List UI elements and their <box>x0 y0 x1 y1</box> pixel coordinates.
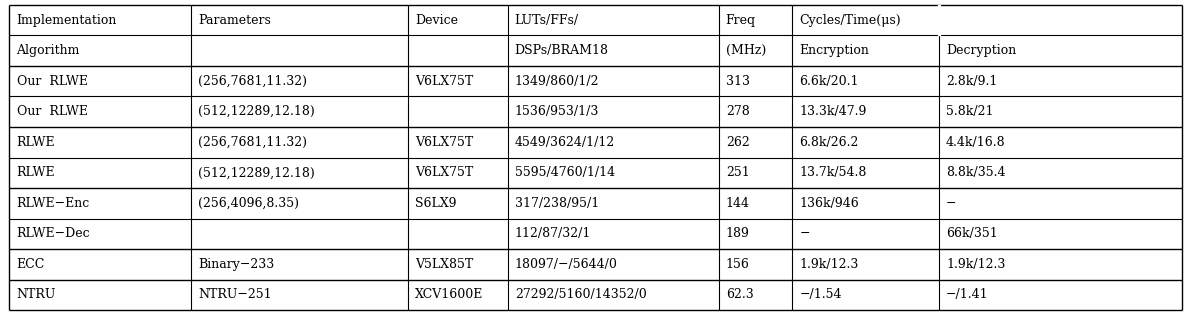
Text: RLWE−Enc: RLWE−Enc <box>17 197 90 210</box>
Text: 4549/3624/1/12: 4549/3624/1/12 <box>515 136 614 149</box>
Text: 8.8k/35.4: 8.8k/35.4 <box>946 166 1005 179</box>
Text: Algorithm: Algorithm <box>17 44 81 57</box>
Text: 6.8k/26.2: 6.8k/26.2 <box>799 136 858 149</box>
Text: Binary−233: Binary−233 <box>198 258 275 271</box>
Text: 112/87/32/1: 112/87/32/1 <box>515 227 591 240</box>
Text: 136k/946: 136k/946 <box>799 197 860 210</box>
Text: 144: 144 <box>726 197 749 210</box>
Text: V6LX75T: V6LX75T <box>416 136 474 149</box>
Text: NTRU−251: NTRU−251 <box>198 289 272 301</box>
Text: DSPs/BRAM18: DSPs/BRAM18 <box>515 44 609 57</box>
Text: 313: 313 <box>726 75 749 88</box>
Text: 2.8k/9.1: 2.8k/9.1 <box>946 75 997 88</box>
Text: 189: 189 <box>726 227 749 240</box>
Text: RLWE: RLWE <box>17 136 56 149</box>
Text: (256,4096,8.35): (256,4096,8.35) <box>198 197 300 210</box>
Bar <box>938 5 940 35</box>
Text: −: − <box>799 227 810 240</box>
Text: 13.7k/54.8: 13.7k/54.8 <box>799 166 867 179</box>
Text: ECC: ECC <box>17 258 45 271</box>
Text: 278: 278 <box>726 105 749 118</box>
Text: 156: 156 <box>726 258 749 271</box>
Text: Freq: Freq <box>726 14 755 26</box>
Text: 18097/−/5644/0: 18097/−/5644/0 <box>515 258 618 271</box>
Text: RLWE−Dec: RLWE−Dec <box>17 227 90 240</box>
Text: Device: Device <box>416 14 458 26</box>
Text: 1.9k/12.3: 1.9k/12.3 <box>946 258 1005 271</box>
Text: NTRU: NTRU <box>17 289 56 301</box>
Text: Implementation: Implementation <box>17 14 117 26</box>
Text: Our  RLWE: Our RLWE <box>17 75 88 88</box>
Text: Encryption: Encryption <box>799 44 869 57</box>
Text: 317/238/95/1: 317/238/95/1 <box>515 197 599 210</box>
Text: 262: 262 <box>726 136 749 149</box>
Text: 1536/953/1/3: 1536/953/1/3 <box>515 105 599 118</box>
Text: XCV1600E: XCV1600E <box>416 289 483 301</box>
Text: 66k/351: 66k/351 <box>946 227 998 240</box>
Text: (512,12289,12.18): (512,12289,12.18) <box>198 166 315 179</box>
Text: (MHz): (MHz) <box>726 44 766 57</box>
Text: 1349/860/1/2: 1349/860/1/2 <box>515 75 599 88</box>
Text: S6LX9: S6LX9 <box>416 197 457 210</box>
Text: 4.4k/16.8: 4.4k/16.8 <box>946 136 1005 149</box>
Text: V6LX75T: V6LX75T <box>416 166 474 179</box>
Text: −/1.54: −/1.54 <box>799 289 842 301</box>
Text: −: − <box>946 197 957 210</box>
Text: (512,12289,12.18): (512,12289,12.18) <box>198 105 315 118</box>
Text: 1.9k/12.3: 1.9k/12.3 <box>799 258 858 271</box>
Text: RLWE: RLWE <box>17 166 56 179</box>
Text: 62.3: 62.3 <box>726 289 753 301</box>
Text: Parameters: Parameters <box>198 14 271 26</box>
Text: Cycles/Time(μs): Cycles/Time(μs) <box>799 14 901 26</box>
Text: (256,7681,11.32): (256,7681,11.32) <box>198 136 308 149</box>
Text: V5LX85T: V5LX85T <box>416 258 474 271</box>
Text: −/1.41: −/1.41 <box>946 289 989 301</box>
Text: 251: 251 <box>726 166 749 179</box>
Text: 27292/5160/14352/0: 27292/5160/14352/0 <box>515 289 646 301</box>
Text: Decryption: Decryption <box>946 44 1016 57</box>
Text: (256,7681,11.32): (256,7681,11.32) <box>198 75 308 88</box>
Text: Our  RLWE: Our RLWE <box>17 105 88 118</box>
Text: 5.8k/21: 5.8k/21 <box>946 105 993 118</box>
Text: 13.3k/47.9: 13.3k/47.9 <box>799 105 867 118</box>
Text: LUTs/FFs/: LUTs/FFs/ <box>515 14 579 26</box>
Text: 6.6k/20.1: 6.6k/20.1 <box>799 75 860 88</box>
Text: V6LX75T: V6LX75T <box>416 75 474 88</box>
Text: 5595/4760/1/14: 5595/4760/1/14 <box>515 166 614 179</box>
